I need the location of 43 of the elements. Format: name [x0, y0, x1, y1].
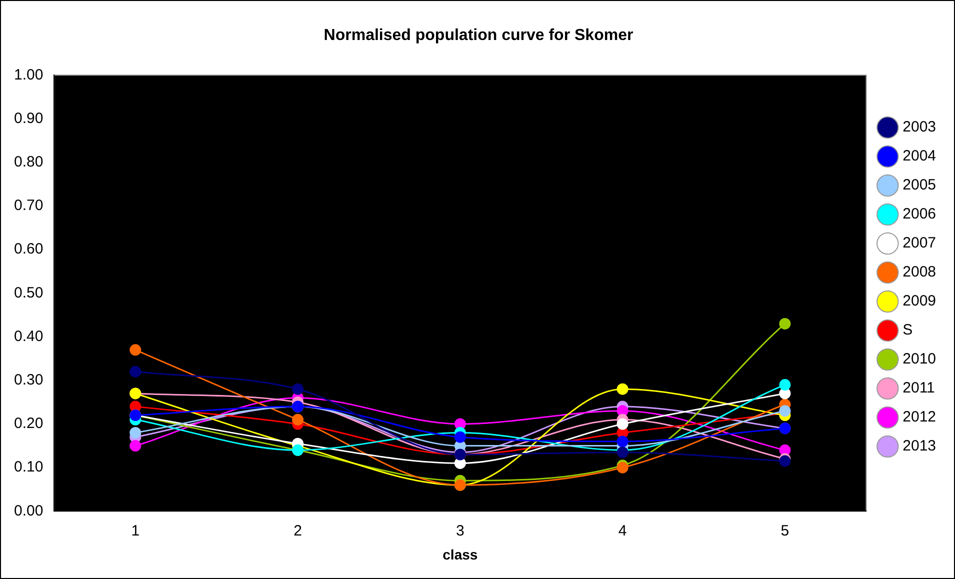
legend-label: S: [902, 322, 913, 339]
point: [130, 440, 142, 452]
legend-label: 2010: [902, 350, 936, 368]
legend-label: 2011: [902, 380, 935, 397]
y-tick-label: 0.30: [14, 372, 44, 389]
y-tick-label: 0.00: [14, 502, 44, 520]
y-tick-label: 0.60: [14, 240, 44, 258]
point: [779, 379, 791, 391]
chart-title: Normalised population curve for Skomer: [324, 27, 634, 44]
legend-label: 2005: [902, 176, 936, 194]
y-tick-label: 0.10: [14, 458, 44, 476]
legend-label: 2003: [902, 118, 936, 136]
x-tick-label: 3: [456, 522, 464, 540]
y-tick-label: 0.50: [14, 284, 44, 302]
legend-label: 2006: [902, 206, 936, 223]
y-tick-label: 0.40: [14, 328, 44, 345]
point: [616, 383, 628, 395]
legend-label: 2009: [902, 292, 936, 310]
point: [616, 446, 628, 458]
y-tick-label: 0.90: [14, 110, 44, 127]
point: [454, 431, 466, 443]
y-tick-label: 1.00: [14, 66, 44, 84]
x-axis-title: class: [442, 546, 478, 562]
point: [779, 318, 791, 330]
legend-label: 2004: [902, 148, 936, 165]
legend-label: 2012: [902, 408, 936, 426]
point: [292, 383, 304, 395]
x-tick-label: 2: [294, 522, 302, 540]
point: [616, 436, 628, 448]
point: [130, 426, 142, 438]
x-tick-label: 4: [618, 522, 627, 540]
y-tick-label: 0.80: [14, 154, 44, 171]
legend-label: 2008: [902, 264, 936, 281]
point: [616, 418, 628, 430]
point: [130, 366, 142, 378]
legend-label: 2013: [902, 438, 936, 455]
legend-label: 2007: [902, 234, 936, 252]
point: [292, 414, 304, 426]
x-tick-label: 1: [131, 522, 140, 540]
y-tick-label: 0.20: [14, 415, 44, 432]
point: [130, 344, 142, 356]
x-tick-label: 5: [780, 522, 790, 540]
y-tick-label: 0.70: [14, 197, 44, 214]
